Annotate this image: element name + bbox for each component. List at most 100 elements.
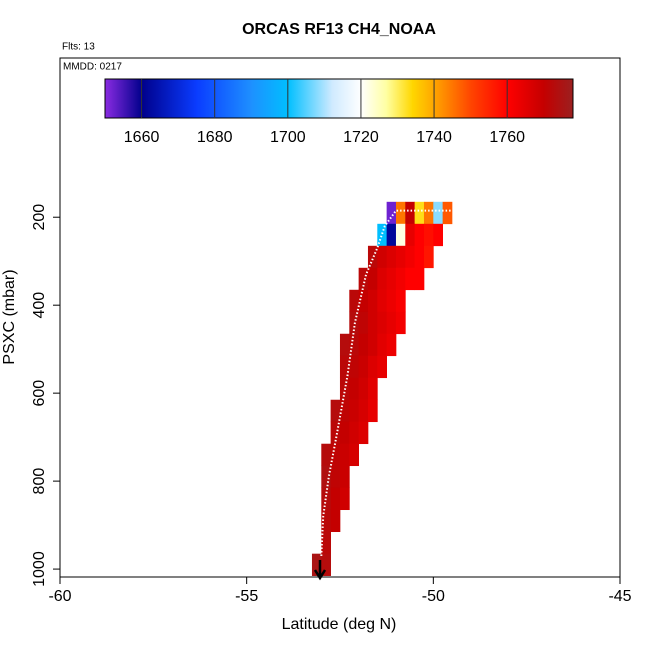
heatmap-cell bbox=[377, 245, 387, 269]
heatmap-cell bbox=[367, 245, 378, 269]
heatmap-cell bbox=[358, 355, 369, 379]
colorbar-segment bbox=[470, 79, 508, 118]
heatmap-cell bbox=[377, 267, 387, 291]
heatmap-cell bbox=[358, 289, 369, 313]
flight-track bbox=[320, 209, 452, 556]
heatmap-cell bbox=[423, 223, 434, 247]
colorbar-segment bbox=[434, 79, 472, 118]
y-tick-label: 200 bbox=[31, 204, 48, 231]
heatmap-cell bbox=[339, 465, 350, 489]
heatmap-cell bbox=[414, 201, 425, 225]
heatmap-cell bbox=[330, 399, 341, 423]
heatmap-cell bbox=[377, 289, 387, 313]
chart-title: ORCAS RF13 CH4_NOAA bbox=[242, 21, 436, 38]
y-tick-label: 400 bbox=[31, 292, 48, 319]
heatmap-cell bbox=[433, 201, 443, 225]
heatmap-cell bbox=[330, 443, 341, 467]
heatmap-cell bbox=[321, 443, 331, 467]
subtitle: Flts: 13 bbox=[62, 42, 95, 53]
heatmap-cell bbox=[395, 223, 406, 247]
colorbar-segment bbox=[360, 79, 388, 118]
y-tick-label: 1000 bbox=[31, 551, 48, 587]
heatmap-cell bbox=[321, 553, 331, 576]
x-tick-label: -60 bbox=[48, 588, 71, 605]
annotation: MMDD: 0217 bbox=[63, 62, 122, 73]
heatmap-cell bbox=[367, 311, 378, 335]
heatmap-cell bbox=[339, 443, 350, 467]
colorbar-tick-label: 1720 bbox=[343, 129, 379, 146]
heatmap-cell bbox=[321, 509, 331, 533]
start-arrow bbox=[313, 560, 327, 581]
colorbar-segment bbox=[196, 79, 252, 118]
heatmap-cell bbox=[311, 553, 322, 576]
heatmap-cell bbox=[423, 201, 434, 225]
heatmap-cell bbox=[386, 333, 397, 357]
colorbar-segment bbox=[287, 79, 333, 118]
colorbar-segment bbox=[331, 79, 362, 118]
heatmap-cell bbox=[321, 465, 331, 489]
heatmap-cell bbox=[358, 333, 369, 357]
heatmap-cell bbox=[339, 421, 350, 445]
colorbar-segment bbox=[105, 79, 143, 118]
heatmap-cell bbox=[358, 267, 369, 291]
heatmap-cell bbox=[330, 487, 341, 511]
x-tick-label: -55 bbox=[235, 588, 258, 605]
heatmap-cell bbox=[442, 201, 453, 225]
heatmap-cell bbox=[386, 289, 397, 313]
heatmap-cell bbox=[377, 355, 387, 379]
heatmap-cell bbox=[349, 333, 359, 357]
heatmap-cell bbox=[349, 355, 359, 379]
y-tick-label: 800 bbox=[31, 468, 48, 495]
heatmap-cell bbox=[367, 267, 378, 291]
x-tick-label: -45 bbox=[608, 588, 631, 605]
colorbar-segment bbox=[507, 79, 545, 118]
heatmap-cell bbox=[377, 333, 387, 357]
plot-frame bbox=[59, 57, 621, 578]
heatmap-cell bbox=[405, 267, 415, 291]
heatmap-cell bbox=[349, 289, 359, 313]
heatmap-cell bbox=[433, 223, 443, 247]
heatmap-cell bbox=[349, 377, 359, 401]
heatmap-cell bbox=[405, 201, 415, 225]
colorbar-segment bbox=[412, 79, 435, 118]
colorbar-tick-label: 1700 bbox=[270, 129, 306, 146]
heatmap-cell bbox=[358, 311, 369, 335]
heatmap-cell bbox=[358, 399, 369, 423]
heatmap-cell bbox=[395, 267, 406, 291]
heatmap-cell bbox=[367, 355, 378, 379]
heatmap-cell bbox=[349, 443, 359, 467]
heatmap-cell bbox=[377, 311, 387, 335]
heatmap-cell bbox=[414, 223, 425, 247]
y-axis-label: PSXC (mbar) bbox=[1, 269, 18, 364]
heatmap-cell bbox=[358, 421, 369, 445]
colorbar-tick-label: 1740 bbox=[416, 129, 452, 146]
y-tick-label: 600 bbox=[31, 380, 48, 407]
colorbar-tick-label: 1760 bbox=[489, 129, 525, 146]
heatmap-cell bbox=[386, 267, 397, 291]
heatmap-cell bbox=[386, 311, 397, 335]
heatmap-cell bbox=[339, 399, 350, 423]
heatmap-cell bbox=[405, 223, 415, 247]
heatmap-cell bbox=[330, 465, 341, 489]
heatmap-cell bbox=[367, 333, 378, 357]
heatmap-cell bbox=[414, 267, 425, 291]
heatmap-cell bbox=[349, 421, 359, 445]
heatmap-cell bbox=[395, 289, 406, 313]
heatmap-cell bbox=[339, 487, 350, 511]
heatmap-cell bbox=[414, 245, 425, 269]
colorbar-segment bbox=[543, 79, 574, 118]
colorbar-tick-label: 1660 bbox=[124, 129, 160, 146]
heatmap-cell bbox=[386, 201, 397, 225]
heatmap-cell bbox=[367, 399, 378, 423]
heatmap-cell bbox=[423, 245, 434, 269]
heatmap-cell bbox=[386, 245, 397, 269]
heatmap-cell bbox=[395, 245, 406, 269]
heatmap-cell bbox=[339, 333, 350, 357]
heatmap-cell bbox=[367, 289, 378, 313]
x-tick-label: -50 bbox=[422, 588, 445, 605]
heatmap-cell bbox=[377, 223, 387, 247]
heatmap-cell bbox=[321, 531, 331, 554]
heatmap-cell bbox=[367, 377, 378, 401]
heatmap-cell bbox=[358, 377, 369, 401]
